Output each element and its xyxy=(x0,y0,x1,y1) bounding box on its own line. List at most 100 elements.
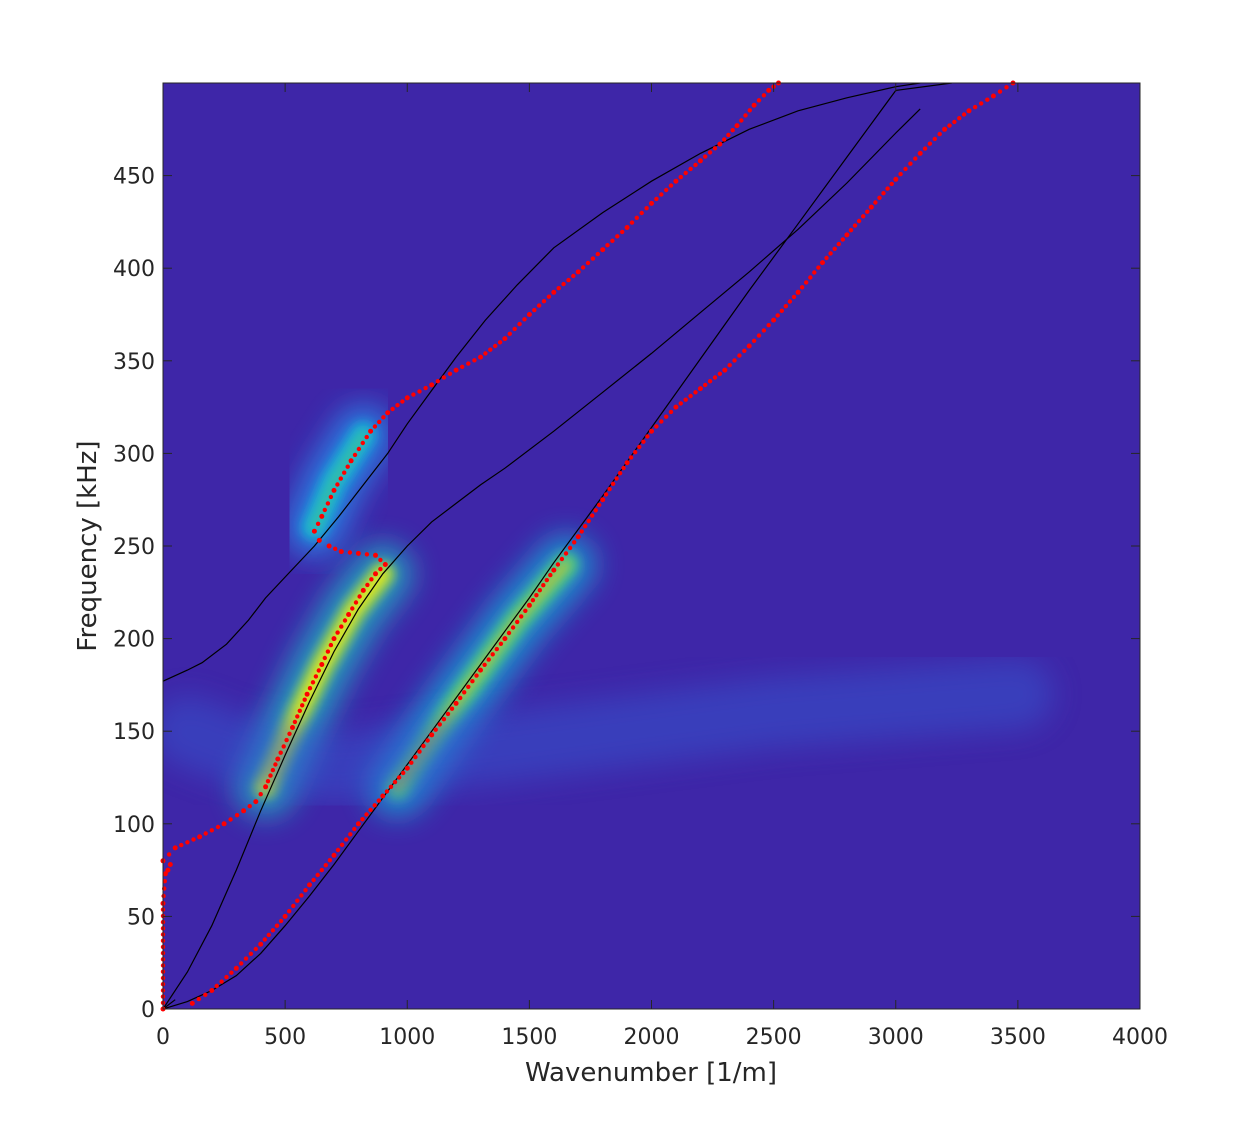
extracted-point xyxy=(889,181,894,187)
extracted-point xyxy=(913,156,918,161)
extracted-point xyxy=(742,348,747,353)
extracted-point xyxy=(717,371,723,376)
extracted-point xyxy=(683,170,688,176)
extracted-point xyxy=(966,108,972,114)
extracted-point xyxy=(877,195,882,200)
extracted-point xyxy=(417,389,422,394)
extracted-point xyxy=(756,333,762,338)
extracted-point xyxy=(766,323,771,328)
extracted-point xyxy=(482,662,487,667)
extracted-point xyxy=(585,260,591,266)
extracted-point xyxy=(425,738,430,743)
extracted-point xyxy=(338,549,344,555)
extracted-point xyxy=(292,719,298,725)
extracted-point xyxy=(316,668,321,673)
extracted-point xyxy=(820,260,825,266)
extracted-point xyxy=(381,415,386,420)
extracted-point xyxy=(342,618,348,623)
extracted-point xyxy=(586,518,591,524)
extracted-point xyxy=(483,351,488,356)
extracted-point xyxy=(644,206,649,211)
extracted-point xyxy=(421,743,426,749)
extracted-point xyxy=(517,321,522,327)
extracted-point xyxy=(248,951,254,956)
extracted-point xyxy=(903,166,908,172)
extracted-point xyxy=(617,471,623,476)
extracted-point xyxy=(335,847,341,853)
extracted-point xyxy=(282,913,288,919)
extracted-point xyxy=(382,562,388,567)
extracted-point xyxy=(360,440,365,446)
extracted-point xyxy=(474,673,479,678)
extracted-point xyxy=(730,128,735,133)
theoretical-curve xyxy=(163,83,952,1009)
extracted-point xyxy=(739,118,744,123)
extracted-point xyxy=(384,789,390,794)
extracted-point xyxy=(291,903,296,909)
extracted-point xyxy=(526,602,532,608)
extracted-point xyxy=(273,762,278,767)
extracted-point xyxy=(629,220,635,225)
extracted-point xyxy=(590,513,595,518)
extracted-point xyxy=(707,379,713,384)
extracted-point xyxy=(392,779,398,785)
x-tick-label: 3000 xyxy=(868,1025,924,1050)
extracted-point xyxy=(350,606,355,611)
extracted-point xyxy=(335,630,340,635)
y-tick-label: 350 xyxy=(113,350,155,375)
extracted-point xyxy=(717,141,723,147)
extracted-point xyxy=(633,450,638,455)
extracted-point xyxy=(348,458,354,464)
extracted-point xyxy=(189,1000,195,1006)
extracted-point xyxy=(693,162,698,168)
extracted-point xyxy=(355,550,361,556)
extracted-point xyxy=(372,424,378,429)
extracted-point xyxy=(649,428,654,434)
extracted-point xyxy=(603,492,609,497)
extracted-point xyxy=(523,608,528,613)
extracted-point xyxy=(840,237,845,242)
extracted-point xyxy=(290,725,295,730)
extracted-point xyxy=(390,406,395,412)
extracted-point xyxy=(396,775,402,780)
extracted-point xyxy=(673,178,679,184)
extracted-point xyxy=(196,996,201,1002)
extracted-point xyxy=(478,354,483,360)
extracted-point xyxy=(541,583,546,588)
extracted-point xyxy=(654,196,659,202)
extracted-point xyxy=(378,566,383,572)
extracted-point xyxy=(258,792,263,797)
y-tick-label: 400 xyxy=(113,257,155,282)
extracted-point xyxy=(310,680,316,685)
extracted-point xyxy=(634,215,639,220)
extracted-point xyxy=(348,832,353,837)
y-tick-label: 50 xyxy=(127,905,155,930)
extracted-point xyxy=(607,486,612,492)
extracted-point xyxy=(347,550,353,555)
extracted-point xyxy=(345,464,350,469)
extracted-point xyxy=(668,409,674,415)
extracted-point xyxy=(583,524,588,529)
extracted-point xyxy=(247,804,252,809)
extracted-point xyxy=(339,842,345,847)
theoretical-curve xyxy=(163,999,176,1009)
extracted-point xyxy=(323,863,328,868)
y-tick-label: 200 xyxy=(113,628,155,653)
extracted-point xyxy=(707,150,713,155)
extracted-point xyxy=(861,214,866,219)
extracted-point xyxy=(303,888,308,893)
extracted-points xyxy=(160,80,1016,1012)
extracted-point xyxy=(645,434,650,439)
extracted-point xyxy=(400,399,405,404)
extracted-point xyxy=(824,255,829,261)
extracted-point xyxy=(942,126,948,132)
extracted-point xyxy=(534,593,539,598)
extracted-point xyxy=(458,695,463,701)
extracted-point xyxy=(233,965,239,971)
extracted-point xyxy=(179,842,184,848)
extracted-point xyxy=(683,397,688,402)
extracted-point xyxy=(409,760,414,765)
extracted-point xyxy=(338,476,343,481)
extracted-point xyxy=(590,256,596,261)
extracted-point xyxy=(373,571,378,577)
